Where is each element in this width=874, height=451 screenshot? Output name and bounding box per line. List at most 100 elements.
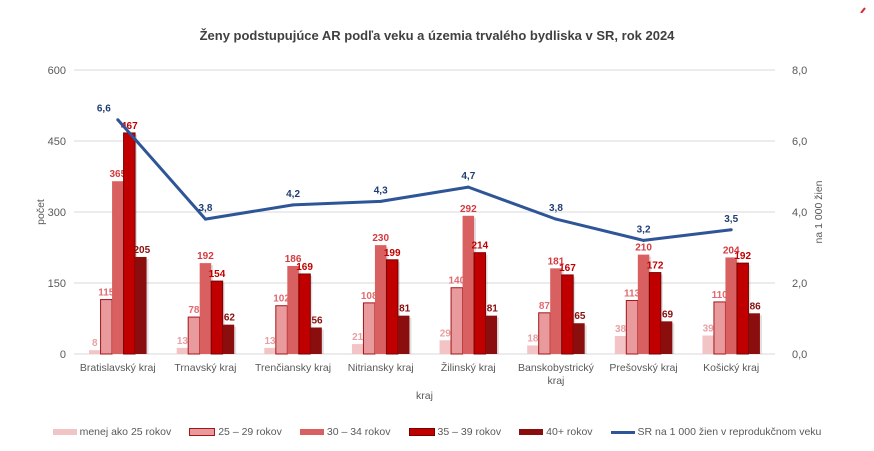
bar bbox=[637, 254, 650, 354]
bar bbox=[264, 347, 276, 354]
legend-label: 30 – 34 rokov bbox=[326, 426, 391, 438]
bar bbox=[123, 132, 136, 355]
bar bbox=[112, 181, 124, 354]
line-point bbox=[554, 217, 558, 221]
bar bbox=[538, 312, 551, 355]
bar bbox=[210, 280, 224, 355]
data-label: 69 bbox=[662, 309, 674, 320]
legend-swatch bbox=[408, 428, 435, 436]
data-label: 181 bbox=[548, 256, 565, 267]
data-label: 204 bbox=[723, 245, 740, 256]
y-tick-label: 0 bbox=[60, 349, 66, 361]
x-tick-label: Trenčiansky kraj bbox=[255, 362, 331, 374]
x-tick-label: Trnavský kraj bbox=[174, 362, 236, 374]
data-label: 13 bbox=[265, 336, 277, 347]
bar bbox=[362, 302, 376, 355]
bar bbox=[561, 274, 574, 355]
data-label: 56 bbox=[312, 315, 324, 326]
legend-item: 30 – 34 rokov bbox=[299, 426, 391, 438]
bar bbox=[485, 315, 498, 354]
data-label: 21 bbox=[352, 332, 364, 343]
data-label: 467 bbox=[121, 121, 138, 132]
data-label: 199 bbox=[384, 248, 401, 259]
y2-tick-label: 6,0 bbox=[792, 136, 807, 148]
bar bbox=[748, 313, 760, 354]
line-point bbox=[116, 118, 120, 122]
legend-label: 35 – 39 rokov bbox=[437, 426, 502, 438]
data-label: 210 bbox=[635, 243, 652, 254]
legend-label: 25 – 29 rokov bbox=[218, 426, 282, 438]
legend-swatch bbox=[299, 429, 324, 435]
bar bbox=[614, 336, 627, 354]
data-label: 230 bbox=[372, 233, 389, 244]
brand-logo-fragment bbox=[860, 0, 866, 14]
bar bbox=[462, 215, 475, 354]
bar bbox=[310, 327, 322, 354]
line-data-label: 3,8 bbox=[198, 203, 212, 214]
data-label: 108 bbox=[361, 291, 378, 302]
line-data-label: 3,5 bbox=[724, 214, 738, 225]
data-label: 87 bbox=[539, 301, 551, 312]
legend-label: 40+ rokov bbox=[546, 426, 593, 438]
data-label: 292 bbox=[460, 204, 477, 215]
data-label: 78 bbox=[188, 305, 200, 316]
line-data-label: 4,3 bbox=[374, 185, 388, 196]
bar bbox=[450, 287, 464, 355]
data-label: 102 bbox=[273, 294, 290, 305]
bar bbox=[702, 335, 714, 354]
data-label: 365 bbox=[109, 169, 126, 180]
line-point bbox=[291, 203, 295, 207]
data-label: 29 bbox=[440, 328, 452, 339]
legend-item: 40+ rokov bbox=[519, 426, 593, 438]
chart-legend: menej ako 25 rokov 25 – 29 rokov 30 – 34 r… bbox=[0, 426, 874, 438]
line-data-label: 4,2 bbox=[286, 189, 300, 200]
x-axis-label: kraj bbox=[416, 390, 433, 402]
y-tick-label: 150 bbox=[48, 278, 66, 290]
data-label: 192 bbox=[734, 251, 751, 262]
bar bbox=[89, 350, 101, 354]
bar bbox=[135, 256, 147, 354]
legend-swatch bbox=[52, 429, 77, 435]
data-label: 172 bbox=[647, 261, 664, 272]
x-tick-label: Bratislavský kraj bbox=[80, 362, 156, 374]
y-tick-label: 450 bbox=[48, 136, 66, 148]
data-label: 192 bbox=[197, 251, 214, 262]
y2-tick-label: 4,0 bbox=[792, 207, 807, 219]
data-label: 81 bbox=[399, 304, 411, 315]
data-label: 18 bbox=[527, 333, 539, 344]
bar bbox=[660, 321, 673, 354]
legend-swatch bbox=[189, 428, 216, 436]
x-tick-label: Žilinský kraj bbox=[441, 361, 496, 374]
data-label: 62 bbox=[224, 313, 236, 324]
data-label: 115 bbox=[98, 288, 115, 299]
x-tick-label: Prešovský kraj bbox=[609, 362, 677, 374]
y-tick-label: 600 bbox=[48, 65, 66, 77]
bar bbox=[439, 340, 452, 354]
legend-item: 25 – 29 rokov bbox=[189, 426, 282, 438]
line-point bbox=[379, 199, 383, 203]
line-point bbox=[466, 185, 470, 189]
data-label: 169 bbox=[296, 262, 313, 273]
bar bbox=[397, 315, 410, 354]
line-data-label: 6,6 bbox=[97, 104, 111, 115]
bar bbox=[298, 273, 311, 355]
line-data-label: 4,7 bbox=[461, 171, 475, 182]
data-label: 38 bbox=[615, 324, 627, 335]
y2-axis-label: na 1 000 žien bbox=[813, 180, 825, 243]
bar bbox=[573, 323, 585, 354]
bar bbox=[473, 252, 487, 355]
bar bbox=[713, 301, 726, 355]
bar bbox=[199, 263, 212, 354]
bar bbox=[187, 316, 201, 355]
line-data-label: 3,2 bbox=[637, 224, 651, 235]
line-point bbox=[203, 217, 207, 221]
legend-swatch bbox=[610, 430, 635, 434]
data-label: 86 bbox=[750, 301, 762, 312]
line-series bbox=[116, 118, 732, 242]
y2-tick-label: 2,0 bbox=[792, 278, 807, 290]
data-label: 65 bbox=[574, 311, 586, 322]
data-label: 140 bbox=[448, 276, 465, 287]
bar bbox=[287, 265, 299, 354]
data-label: 205 bbox=[133, 245, 150, 256]
